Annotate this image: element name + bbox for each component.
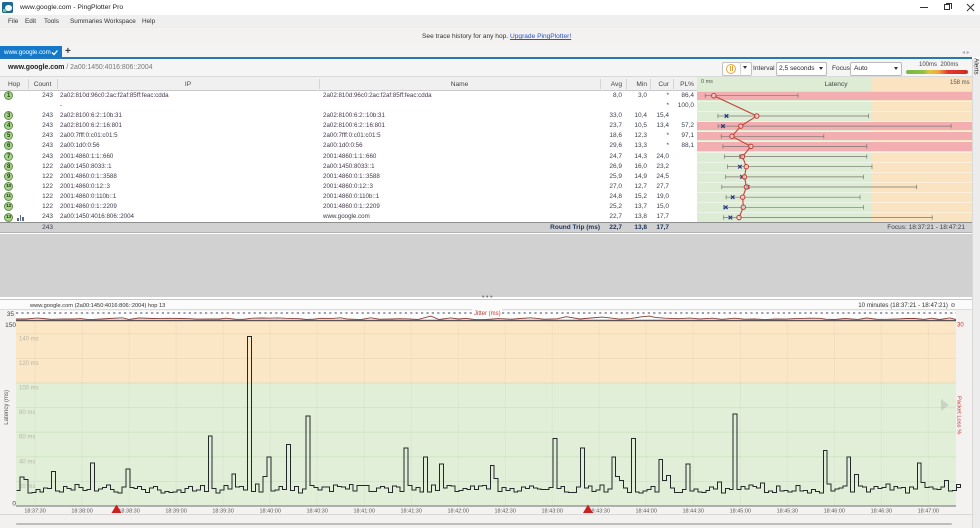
svg-text:18:46:30: 18:46:30 (871, 509, 892, 515)
svg-text:Jitter (ms): Jitter (ms) (474, 311, 501, 317)
svg-text:30: 30 (957, 323, 964, 329)
svg-text:120 ms: 120 ms (19, 361, 39, 367)
svg-text:60 ms: 60 ms (19, 435, 35, 441)
svg-text:18:42:30: 18:42:30 (494, 509, 515, 515)
svg-text:18:38:30: 18:38:30 (118, 509, 139, 515)
svg-text:18:39:00: 18:39:00 (165, 509, 186, 515)
svg-text:18:46:00: 18:46:00 (824, 509, 845, 515)
svg-text:0: 0 (12, 501, 16, 508)
svg-text:18:43:30: 18:43:30 (588, 509, 609, 515)
svg-text:100 ms: 100 ms (19, 386, 39, 392)
svg-text:140 ms: 140 ms (19, 336, 39, 342)
svg-text:18:44:30: 18:44:30 (682, 509, 703, 515)
svg-text:18:44:00: 18:44:00 (635, 509, 656, 515)
svg-text:18:40:00: 18:40:00 (259, 509, 280, 515)
svg-text:20 ms: 20 ms (19, 484, 35, 490)
svg-text:18:38:00: 18:38:00 (71, 509, 92, 515)
svg-text:40 ms: 40 ms (19, 459, 35, 465)
svg-text:18:41:30: 18:41:30 (400, 509, 421, 515)
svg-text:18:42:00: 18:42:00 (447, 509, 468, 515)
svg-text:18:39:30: 18:39:30 (212, 509, 233, 515)
svg-text:150: 150 (5, 322, 16, 329)
svg-text:18:40:30: 18:40:30 (306, 509, 327, 515)
svg-text:18:37:30: 18:37:30 (24, 509, 45, 515)
svg-text:18:43:00: 18:43:00 (541, 509, 562, 515)
svg-text:80 ms: 80 ms (19, 410, 35, 416)
svg-text:18:45:00: 18:45:00 (730, 509, 751, 515)
svg-text:18:41:00: 18:41:00 (353, 509, 374, 515)
svg-text:35: 35 (7, 311, 15, 318)
svg-text:18:47:00: 18:47:00 (918, 509, 939, 515)
svg-text:18:45:30: 18:45:30 (777, 509, 798, 515)
